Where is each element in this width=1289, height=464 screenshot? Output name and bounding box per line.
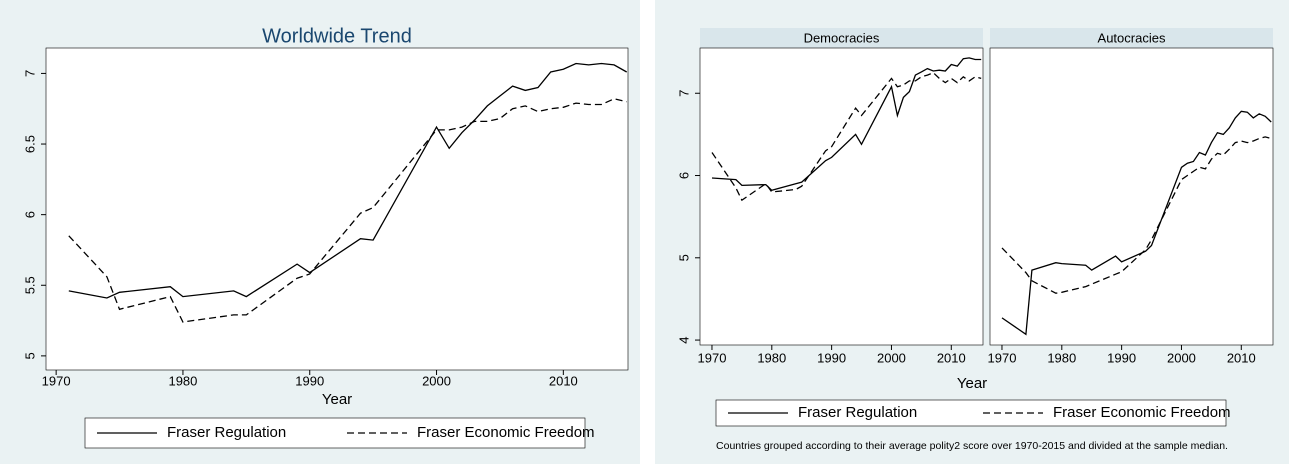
plot-area [45,47,629,371]
y-tick-label: 6.5 [22,135,37,153]
x-tick-label: 2010 [549,373,578,388]
x-axis-label: Year [322,391,352,408]
line-series [68,62,628,299]
x-tick-label: 1980 [757,350,786,365]
plot-area [699,47,984,346]
note: Countries grouped according to their ave… [716,440,1228,452]
y-tick-label: 7 [22,70,37,77]
y-tick-label: 5 [676,254,691,261]
x-tick-label: 1980 [168,373,197,388]
y-tick-label: 4 [676,336,691,343]
x-tick-label: 1970 [42,373,71,388]
chart-title: Worldwide Trend [262,25,412,47]
panel-strip [700,28,983,48]
x-tick-label: 1980 [1047,350,1076,365]
y-tick-label: 5.5 [22,276,37,294]
x-tick-label: 2010 [1227,350,1256,365]
x-tick-label: 2000 [1167,350,1196,365]
legend-label: Fraser Economic Freedom [417,424,595,441]
legend-label: Fraser Economic Freedom [1053,404,1231,421]
line-series [68,98,627,323]
x-tick-label: 2000 [422,373,451,388]
line-series [1001,136,1272,294]
x-axis-label: Year [957,375,987,392]
panel-title: Democracies [804,30,880,45]
x-tick-label: 2010 [937,350,966,365]
y-tick-label: 5 [22,352,37,359]
panel-title: Autocracies [1098,30,1166,45]
y-tick-label: 7 [676,90,691,97]
line-series [711,57,982,192]
x-tick-label: 1990 [817,350,846,365]
line-series [711,71,982,202]
x-tick-label: 1990 [1107,350,1136,365]
legend [84,417,586,449]
x-tick-label: 1970 [988,350,1017,365]
y-tick-label: 6 [676,172,691,179]
legend [715,399,1227,427]
legend-label: Fraser Regulation [167,424,286,441]
x-tick-label: 2000 [877,350,906,365]
plot-area [989,47,1274,346]
legend-label: Fraser Regulation [798,404,917,421]
x-tick-label: 1970 [698,350,727,365]
y-tick-label: 6 [22,211,37,218]
x-tick-label: 1990 [295,373,324,388]
panel-strip [990,28,1273,48]
line-series [1001,110,1272,336]
